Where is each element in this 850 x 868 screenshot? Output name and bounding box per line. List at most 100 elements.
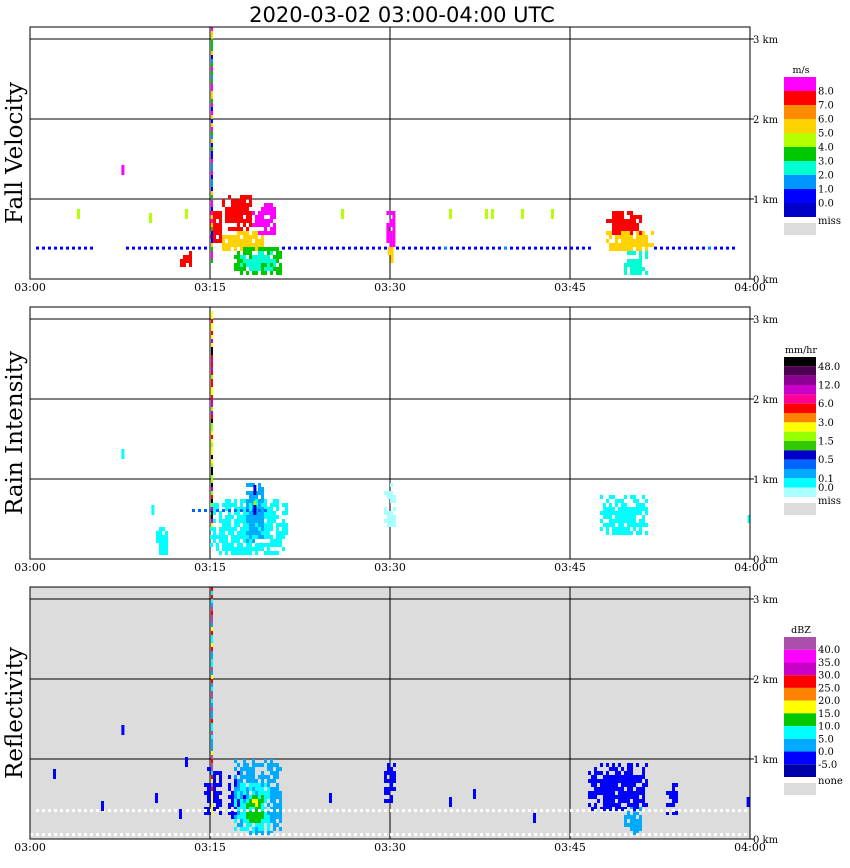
echo-spike-cell <box>211 75 213 79</box>
echo-cell <box>234 219 237 223</box>
echo-cell <box>261 259 264 263</box>
echo-cell <box>597 791 600 795</box>
echo-cell <box>258 795 261 799</box>
echo-row-point <box>126 809 129 812</box>
echo-row-point <box>240 809 243 812</box>
legend-swatch <box>784 687 816 701</box>
echo-cell <box>243 819 246 823</box>
echo-cell <box>255 263 258 267</box>
echo-cell <box>255 547 258 551</box>
echo-row-point <box>486 246 489 250</box>
echo-cell <box>258 247 261 251</box>
echo-cell <box>243 803 246 807</box>
echo-row-point <box>114 809 117 812</box>
echo-cell <box>243 519 246 523</box>
echo-row-point <box>306 809 309 812</box>
echo-cell <box>246 527 249 531</box>
echo-cell <box>630 819 633 823</box>
echo-cell <box>630 815 633 819</box>
echo-cell <box>273 511 276 515</box>
echo-cell <box>609 235 612 239</box>
echo-row-point <box>474 246 477 250</box>
echo-cell <box>624 495 627 499</box>
echo-cell <box>246 203 249 207</box>
echo-spike-cell <box>211 167 213 171</box>
echo-cell <box>618 211 621 215</box>
echo-cell <box>228 803 231 807</box>
echo-cell <box>273 539 276 543</box>
echo-cell <box>600 495 603 499</box>
echo-cell <box>621 247 624 251</box>
echo-cell <box>615 767 618 771</box>
legend-swatch <box>784 700 816 714</box>
echo-row-point <box>594 809 597 812</box>
echo-cell <box>639 531 642 535</box>
echo-cell <box>270 543 273 547</box>
echo-cell <box>645 499 648 503</box>
echo-speck <box>491 209 494 219</box>
echo-cell <box>216 223 219 227</box>
legend-missing-label: miss <box>818 216 841 227</box>
echo-cell <box>246 491 249 495</box>
echo-row-point <box>576 246 579 250</box>
echo-cell <box>246 231 249 235</box>
echo-row-point <box>708 833 711 836</box>
echo-cell <box>237 515 240 519</box>
echo-spike-cell <box>211 759 213 763</box>
echo-cell <box>591 791 594 795</box>
echo-cell <box>600 771 603 775</box>
echo-cell <box>213 507 216 511</box>
echo-cell <box>228 195 231 199</box>
echo-cell <box>393 515 396 519</box>
echo-cell <box>606 511 609 515</box>
echo-row-point <box>528 833 531 836</box>
echo-speck <box>253 485 257 495</box>
echo-cell <box>282 519 285 523</box>
echo-cell <box>390 247 394 251</box>
echo-cell <box>633 779 636 783</box>
echo-cell <box>624 507 627 511</box>
echo-cell <box>156 539 159 543</box>
echo-cell <box>267 795 270 799</box>
echo-cell <box>603 507 606 511</box>
legend-swatch <box>784 375 816 385</box>
echo-cell <box>612 231 615 235</box>
echo-cell <box>270 515 273 519</box>
echo-cell <box>240 259 243 263</box>
echo-row-point <box>522 246 525 250</box>
echo-row-point <box>690 809 693 812</box>
echo-spike-cell <box>211 151 213 155</box>
echo-row-point <box>324 809 327 812</box>
echo-cell <box>159 539 162 543</box>
echo-cell <box>612 767 615 771</box>
echo-cell <box>270 519 273 523</box>
echo-row-point <box>138 809 141 812</box>
echo-cell <box>624 775 627 779</box>
echo-cell <box>267 819 270 823</box>
echo-cell <box>252 779 255 783</box>
echo-cell <box>276 255 279 259</box>
echo-row-point <box>582 833 585 836</box>
echo-cell <box>261 223 264 227</box>
echo-row-point <box>450 246 453 250</box>
echo-cell <box>255 831 258 835</box>
echo-cell <box>624 267 627 271</box>
echo-cell <box>606 795 609 799</box>
echo-cell <box>645 251 648 255</box>
echo-cell <box>267 267 270 271</box>
echo-cell <box>639 219 642 223</box>
echo-row-point <box>390 809 393 812</box>
echo-cell <box>216 535 219 539</box>
echo-cell <box>270 247 273 251</box>
echo-cell <box>621 775 624 779</box>
echo-cell <box>270 791 273 795</box>
echo-spike-cell <box>211 715 213 719</box>
echo-row-point <box>468 809 471 812</box>
echo-cell <box>255 511 258 515</box>
echo-row-point <box>222 833 225 836</box>
echo-spike-cell <box>211 251 213 255</box>
echo-cell <box>231 799 234 803</box>
echo-row-point <box>498 833 501 836</box>
echo-cell <box>231 215 234 219</box>
